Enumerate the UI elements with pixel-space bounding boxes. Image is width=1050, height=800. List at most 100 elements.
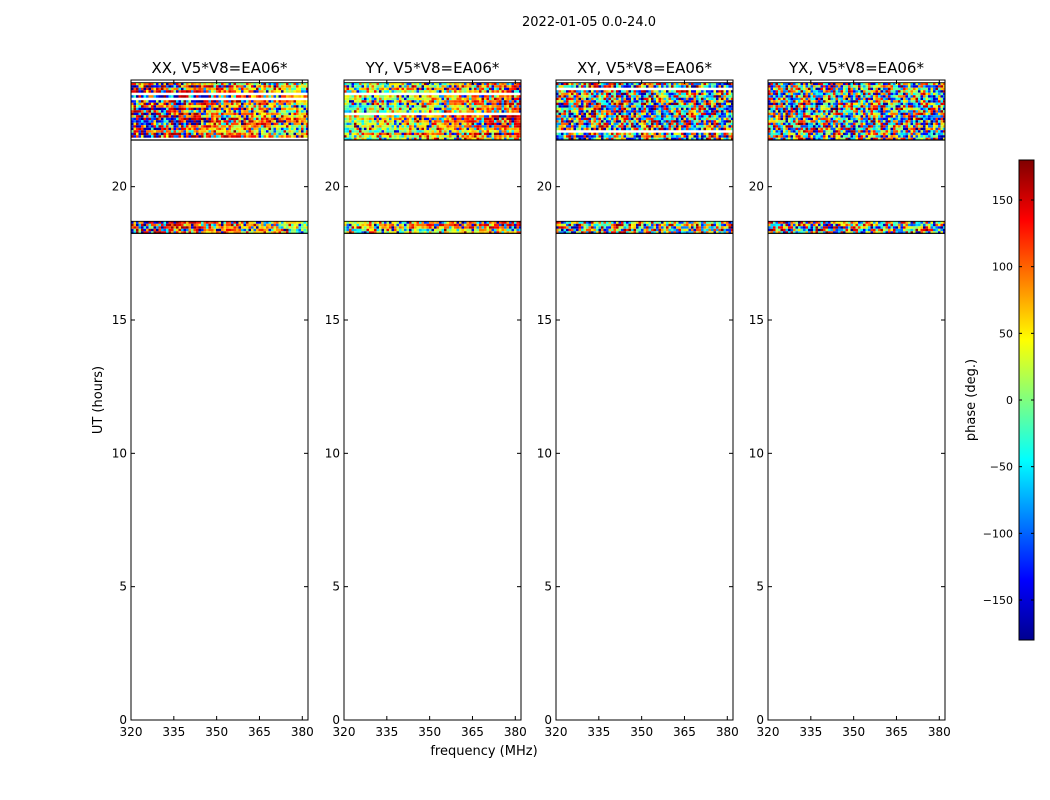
heatmap-cell: [514, 90, 517, 93]
heatmap-cell: [628, 105, 631, 108]
heatmap-cell: [351, 223, 354, 227]
heatmap-cell: [726, 105, 729, 108]
heatmap-cell: [208, 85, 211, 88]
heatmap-cell: [211, 223, 214, 227]
heatmap-cell: [731, 82, 734, 86]
heatmap-cell: [494, 87, 497, 91]
heatmap-cell: [236, 135, 239, 138]
heatmap-cell: [561, 82, 564, 86]
heatmap-cell: [456, 82, 459, 86]
heatmap-cell: [636, 102, 639, 106]
heatmap-cell: [251, 85, 254, 88]
heatmap-cell: [271, 135, 274, 138]
heatmap-cell: [436, 135, 439, 138]
heatmap-cell: [143, 231, 146, 234]
heatmap-cell: [444, 97, 447, 101]
heatmap-cell: [283, 231, 286, 234]
heatmap-cell: [374, 132, 377, 136]
heatmap-cell: [449, 87, 452, 91]
heatmap-cell: [233, 130, 236, 133]
heatmap-cell: [201, 90, 204, 93]
heatmap-cell: [253, 117, 256, 121]
heatmap-cell: [346, 132, 349, 136]
heatmap-cell: [491, 226, 494, 229]
heatmap-cell: [286, 110, 289, 113]
heatmap-cell: [188, 125, 191, 128]
heatmap-cell: [161, 127, 164, 131]
heatmap-cell: [416, 137, 419, 141]
heatmap-cell: [374, 102, 377, 106]
heatmap-cell: [414, 97, 417, 101]
heatmap-cell: [291, 135, 294, 138]
heatmap-cell: [151, 221, 154, 224]
heatmap-cell: [168, 223, 171, 227]
heatmap-cell: [576, 92, 579, 96]
heatmap-cell: [631, 115, 634, 118]
heatmap-cell: [346, 120, 349, 123]
heatmap-cell: [248, 107, 251, 111]
heatmap-cell: [419, 231, 422, 234]
heatmap-cell: [399, 117, 402, 121]
heatmap-cell: [421, 228, 424, 232]
heatmap-cell: [716, 97, 719, 101]
heatmap-cell: [711, 102, 714, 106]
heatmap-cell: [424, 137, 427, 141]
heatmap-cell: [384, 102, 387, 106]
heatmap-cell: [504, 130, 507, 133]
heatmap-cell: [268, 105, 271, 108]
heatmap-cell: [476, 97, 479, 101]
heatmap-cell: [303, 115, 306, 118]
heatmap-cell: [449, 125, 452, 128]
heatmap-cell: [426, 87, 429, 91]
heatmap-cell: [713, 221, 716, 224]
heatmap-cell: [716, 95, 719, 98]
heatmap-cell: [138, 82, 141, 86]
heatmap-cell: [266, 85, 269, 88]
heatmap-cell: [648, 228, 651, 232]
heatmap-cell: [519, 97, 522, 101]
heatmap-cell: [474, 132, 477, 136]
heatmap-cell: [351, 87, 354, 91]
heatmap-cell: [211, 105, 214, 108]
heatmap-cell: [206, 87, 209, 91]
heatmap-cell: [723, 231, 726, 234]
heatmap-cell: [221, 231, 224, 234]
heatmap-cell: [439, 105, 442, 108]
heatmap-cell: [623, 100, 626, 103]
heatmap-cell: [369, 97, 372, 101]
heatmap-cell: [436, 117, 439, 121]
heatmap-cell: [361, 125, 364, 128]
heatmap-cell: [226, 82, 229, 86]
heatmap-cell: [499, 125, 502, 128]
heatmap-cell: [288, 100, 291, 103]
heatmap-cell: [161, 221, 164, 224]
heatmap-cell: [449, 107, 452, 111]
heatmap-cell: [263, 107, 266, 111]
heatmap-cell: [188, 85, 191, 88]
heatmap-cell: [288, 135, 291, 138]
heatmap-cell: [441, 226, 444, 229]
heatmap-cell: [573, 223, 576, 227]
heatmap-cell: [151, 95, 154, 98]
heatmap-cell: [484, 117, 487, 121]
heatmap-cell: [623, 221, 626, 224]
heatmap-cell: [499, 85, 502, 88]
heatmap-cell: [201, 95, 204, 98]
heatmap-cell: [671, 82, 674, 86]
heatmap-cell: [716, 231, 719, 234]
heatmap-cell: [661, 95, 664, 98]
heatmap-cell: [613, 107, 616, 111]
heatmap-cell: [504, 102, 507, 106]
heatmap-cell: [519, 135, 522, 138]
heatmap-cell: [474, 105, 477, 108]
heatmap-cell: [434, 82, 437, 86]
heatmap-cell: [464, 82, 467, 86]
heatmap-cell: [213, 122, 216, 126]
heatmap-cell: [509, 122, 512, 126]
heatmap-cell: [496, 90, 499, 93]
heatmap-cell: [568, 115, 571, 118]
heatmap-cell: [421, 221, 424, 224]
heatmap-cell: [171, 135, 174, 138]
heatmap-cell: [238, 132, 241, 136]
heatmap-cell: [621, 95, 624, 98]
